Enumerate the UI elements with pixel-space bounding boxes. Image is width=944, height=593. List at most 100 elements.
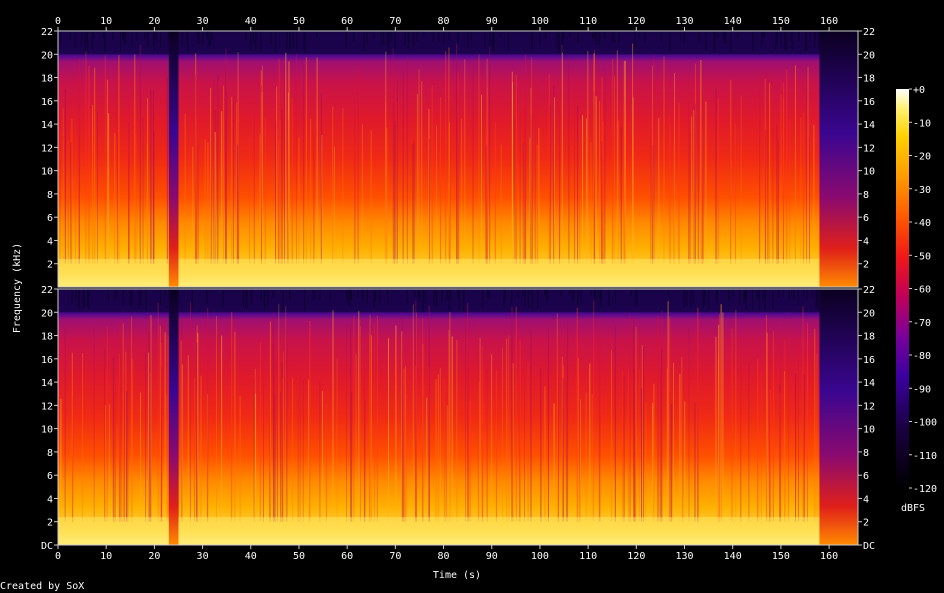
texture-streak: [503, 289, 505, 308]
texture-streak: [779, 384, 781, 522]
texture-streak: [702, 289, 704, 309]
texture-streak: [472, 60, 474, 264]
texture-streak: [342, 107, 344, 264]
texture-streak: [789, 118, 791, 264]
texture-streak: [206, 31, 208, 40]
y-tick-label-left: 14: [41, 378, 53, 389]
texture-streak: [104, 55, 106, 264]
y-tick-label-right: 20: [863, 50, 875, 61]
texture-streak: [253, 111, 255, 264]
x-tick-label-bottom: 70: [389, 551, 401, 562]
texture-streak: [692, 289, 694, 305]
texture-streak: [232, 98, 234, 264]
texture-streak: [612, 58, 614, 264]
x-tick-label-top: 30: [197, 16, 209, 27]
texture-streak: [809, 31, 811, 42]
texture-streak: [806, 289, 808, 300]
x-tick-label-top: 110: [579, 16, 597, 27]
texture-streak: [484, 31, 486, 48]
texture-streak: [814, 31, 816, 40]
texture-streak: [488, 289, 490, 298]
texture-streak: [783, 98, 785, 264]
texture-streak: [122, 289, 124, 307]
texture-streak: [603, 133, 605, 264]
y-tick-label-right: 16: [863, 355, 875, 366]
texture-streak: [145, 352, 147, 522]
texture-streak: [748, 361, 750, 522]
texture-streak: [745, 289, 747, 310]
texture-streak: [396, 102, 398, 264]
texture-streak: [298, 137, 300, 264]
texture-streak: [698, 31, 700, 43]
texture-streak: [629, 315, 631, 522]
texture-streak: [166, 76, 168, 264]
texture-streak: [775, 31, 777, 50]
texture-streak: [531, 31, 533, 44]
texture-streak: [70, 142, 72, 264]
texture-streak: [489, 46, 491, 264]
texture-streak: [682, 400, 684, 522]
texture-streak: [346, 323, 347, 522]
texture-streak: [553, 86, 555, 264]
texture-streak: [150, 326, 152, 522]
texture-streak: [722, 312, 724, 522]
texture-streak: [469, 401, 471, 522]
texture-streak: [463, 289, 465, 300]
texture-streak: [97, 111, 98, 264]
texture-streak: [387, 31, 389, 44]
y-tick-label-left: 18: [41, 74, 53, 85]
texture-streak: [467, 31, 469, 49]
texture-streak: [556, 313, 558, 522]
texture-streak: [196, 31, 198, 38]
texture-streak: [401, 331, 403, 522]
texture-streak: [531, 289, 533, 310]
texture-streak: [366, 31, 368, 45]
texture-streak: [457, 72, 459, 264]
texture-streak: [118, 353, 120, 522]
texture-streak: [104, 31, 106, 53]
texture-streak: [156, 31, 158, 41]
texture-streak: [563, 31, 564, 40]
texture-streak: [715, 336, 717, 522]
texture-streak: [403, 379, 405, 522]
texture-streak: [64, 328, 66, 522]
texture-streak: [299, 355, 301, 522]
texture-streak: [428, 139, 430, 264]
quiet-segment: [819, 31, 858, 287]
texture-streak: [704, 289, 706, 306]
texture-streak: [289, 31, 291, 52]
texture-streak: [793, 289, 795, 301]
texture-streak: [239, 396, 241, 522]
x-tick-label-bottom: 0: [55, 551, 61, 562]
texture-streak: [573, 289, 575, 299]
y-tick-label-right: 6: [863, 213, 869, 224]
colorbar-tick-label: -110: [913, 451, 937, 462]
texture-streak: [522, 143, 524, 264]
y-tick-label-right: 8: [863, 190, 869, 201]
texture-streak: [529, 137, 531, 264]
texture-streak: [544, 386, 546, 522]
texture-streak: [413, 31, 415, 48]
texture-streak: [322, 391, 323, 522]
texture-streak: [569, 31, 571, 38]
texture-streak: [292, 377, 294, 522]
texture-streak: [435, 379, 437, 522]
plot-frame: [57, 30, 859, 288]
texture-streak: [592, 31, 594, 39]
texture-streak: [116, 289, 118, 298]
texture-streak: [500, 144, 502, 264]
texture-streak: [547, 328, 549, 522]
texture-streak: [134, 54, 136, 264]
texture-streak: [94, 67, 96, 264]
x-tick-label-bottom: 150: [772, 551, 790, 562]
texture-streak: [515, 74, 517, 264]
texture-streak: [668, 116, 670, 264]
texture-streak: [363, 365, 365, 522]
texture-streak: [479, 338, 481, 522]
texture-streak: [791, 289, 793, 297]
texture-streak: [225, 48, 227, 264]
texture-streak: [784, 339, 786, 522]
texture-streak: [148, 331, 150, 522]
texture-streak: [512, 362, 514, 522]
texture-streak: [354, 98, 356, 264]
